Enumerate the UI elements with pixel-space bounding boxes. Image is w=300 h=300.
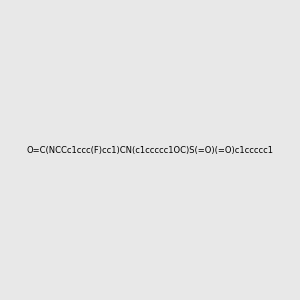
Text: O=C(NCCc1ccc(F)cc1)CN(c1ccccc1OC)S(=O)(=O)c1ccccc1: O=C(NCCc1ccc(F)cc1)CN(c1ccccc1OC)S(=O)(=… bbox=[26, 146, 274, 154]
